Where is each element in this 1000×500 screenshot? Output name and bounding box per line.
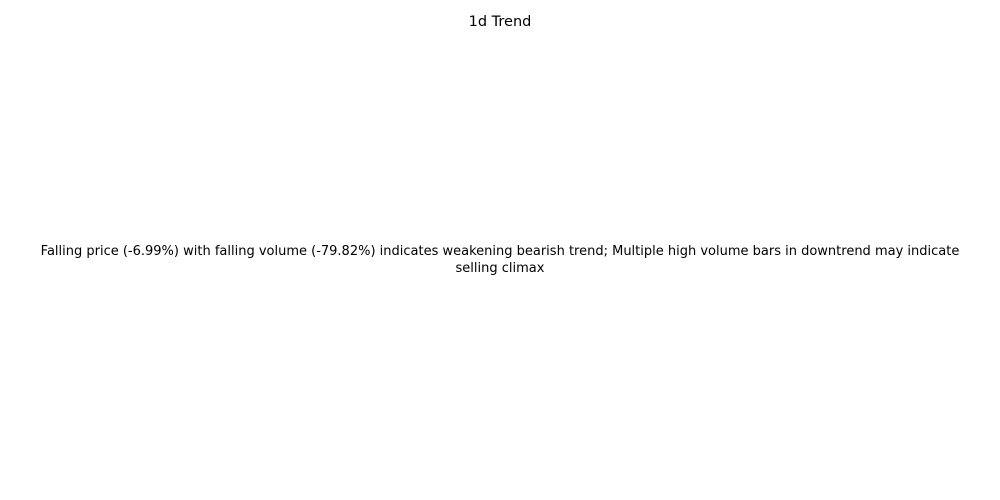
- annotation-line-2: selling climax: [455, 261, 545, 276]
- annotation-line-1: Falling price (-6.99%) with falling volu…: [40, 244, 960, 259]
- chart-title: 1d Trend: [468, 14, 532, 30]
- trend-annotation: Falling price (-6.99%) with falling volu…: [0, 243, 1000, 277]
